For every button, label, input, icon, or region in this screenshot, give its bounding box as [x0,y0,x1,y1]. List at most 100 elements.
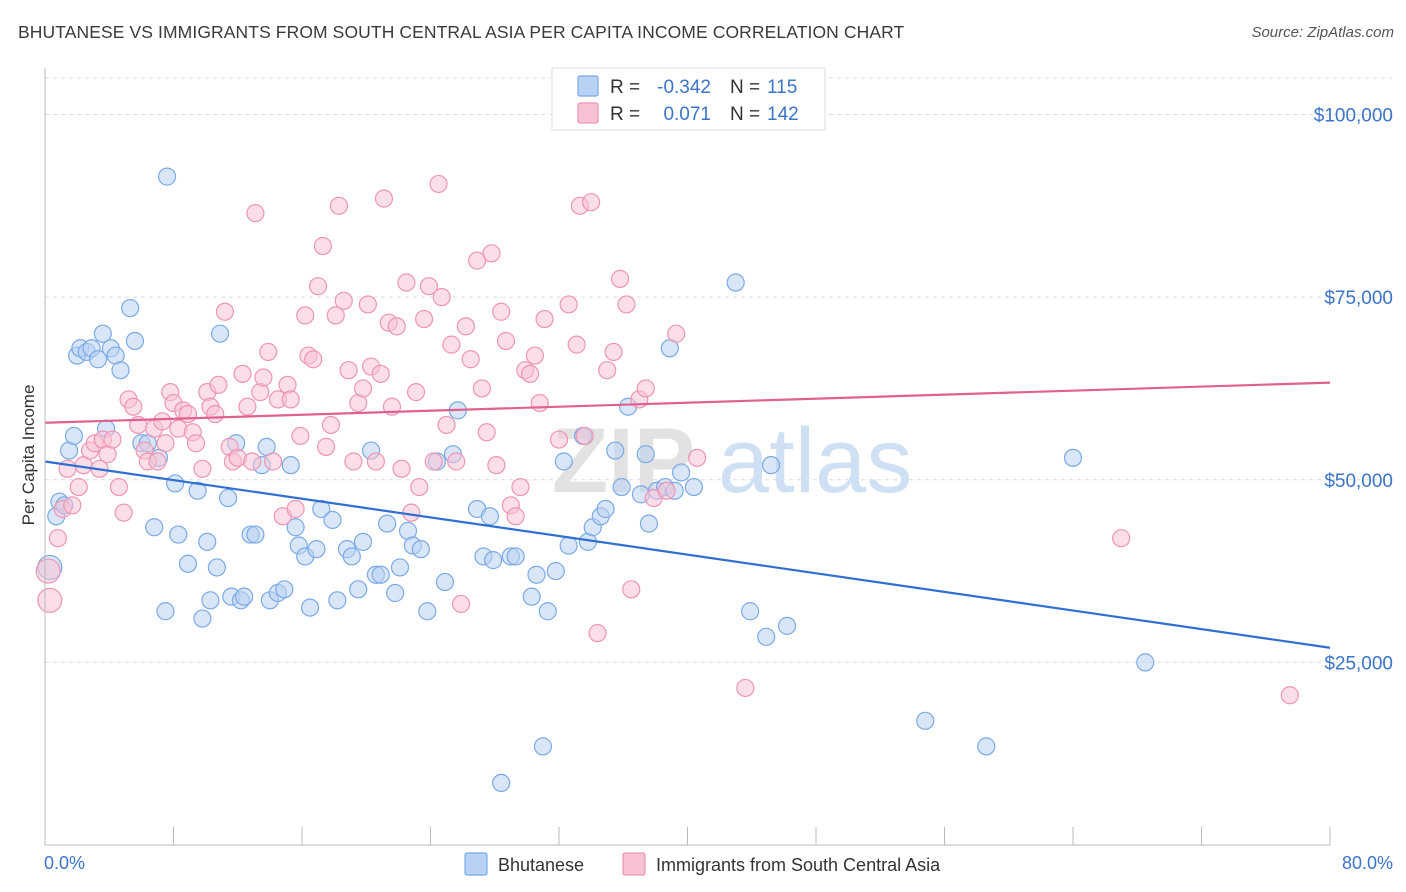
data-point [437,415,456,435]
data-point [522,587,541,606]
data-point [233,364,252,383]
data-point [617,295,636,314]
data-point [598,361,617,380]
data-point [157,167,177,186]
data-point [326,306,345,325]
data-point [235,587,254,606]
data-point [121,299,140,318]
series-points-immigrants [35,174,1299,705]
data-point [477,423,496,442]
data-point [777,616,797,635]
legend-label-immigrants: Immigrants from South Central Asia [656,855,941,875]
data-point [344,452,363,471]
data-point [378,514,397,533]
legend-swatch-immigrants [622,852,646,876]
data-point [358,295,377,314]
stats-legend-r-value-1: -0.342 [657,77,711,98]
data-point [386,583,405,603]
data-point [549,430,569,449]
data-point [48,529,67,548]
data-point [596,499,615,519]
data-point [535,309,554,329]
data-point [111,361,130,380]
data-point [761,456,781,475]
data-point [424,452,443,471]
data-point [472,379,491,398]
stats-legend-n-value-2: 142 [767,104,799,125]
data-point [492,302,511,321]
data-point [371,565,390,584]
data-point [461,350,480,369]
data-point [328,591,347,610]
data-point [520,364,540,383]
data-point [442,335,461,354]
data-point [275,580,294,599]
data-point [88,350,108,369]
data-point [63,496,82,515]
data-point [657,481,676,500]
watermark-atlas: atlas [718,410,912,512]
y-tick-labels: $25,000 $50,000 $75,000 $100,000 [1314,106,1393,675]
data-point [93,324,112,343]
data-point [209,375,228,394]
data-point [316,437,336,456]
data-point [757,627,776,646]
data-point [145,518,164,537]
data-point [606,441,625,460]
data-point [64,426,84,446]
data-point [329,196,349,215]
stats-legend-swatch-bhutanese [577,75,599,97]
data-point [688,448,707,467]
legend-label-bhutanese: Bhutanese [498,855,584,875]
data-point [511,477,530,497]
data-point [263,452,283,471]
data-point [496,331,516,351]
data-point [487,456,506,475]
data-point [308,277,328,296]
data-point [178,554,198,573]
data-points [35,167,1299,793]
data-point [366,452,385,471]
watermark: ZIP atlas [552,410,912,512]
stats-legend-n-value-1: 115 [767,77,797,98]
data-point [467,251,487,270]
x-axis-ticks [44,827,1331,845]
series-legend: Bhutanese Immigrants from South Central … [464,852,941,876]
data-point [323,510,342,530]
data-point [622,580,641,599]
data-point [69,477,88,497]
data-point [291,426,310,446]
data-point [215,302,234,321]
data-point [103,430,122,449]
legend-swatch-bhutanese [464,852,488,876]
data-point [1063,448,1083,467]
data-point [349,580,368,599]
data-point [178,404,198,424]
data-point [169,525,188,544]
data-point [588,624,607,643]
data-point [307,540,326,559]
data-point [506,547,525,566]
data-point [193,609,212,628]
stats-legend-swatch-immigrants [577,102,599,124]
data-point [726,273,745,292]
stats-legend-r-label-2: R = [610,104,640,125]
data-point [977,737,996,756]
data-point [533,737,553,756]
data-point [109,477,128,497]
data-point [482,244,501,263]
data-point [636,445,655,464]
y-tick-label: $50,000 [1324,471,1393,492]
data-point [610,269,630,288]
data-point [451,594,471,614]
data-point [206,404,225,424]
data-point [575,426,594,446]
data-point [538,602,557,621]
y-axis-label: Per Capita Income [19,385,38,526]
data-point [124,397,143,416]
data-point [414,309,434,329]
data-point [35,558,61,584]
data-point [667,324,686,343]
data-point [527,565,546,584]
